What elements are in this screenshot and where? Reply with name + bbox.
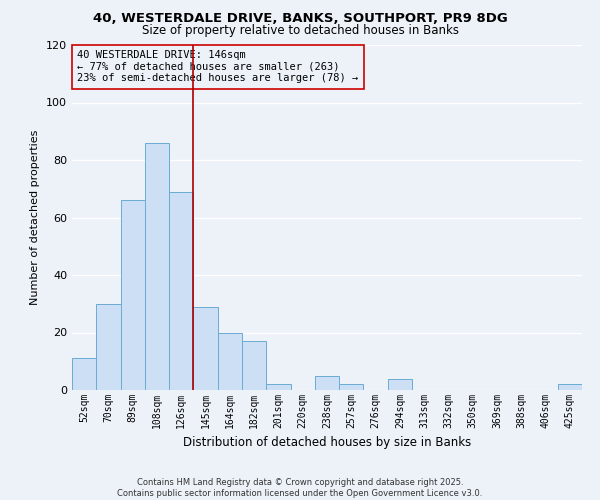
Bar <box>72 358 96 390</box>
Text: Contains HM Land Registry data © Crown copyright and database right 2025.
Contai: Contains HM Land Registry data © Crown c… <box>118 478 482 498</box>
Bar <box>121 200 145 390</box>
Bar <box>558 384 582 390</box>
Bar <box>169 192 193 390</box>
Bar <box>193 306 218 390</box>
Text: 40 WESTERDALE DRIVE: 146sqm
← 77% of detached houses are smaller (263)
23% of se: 40 WESTERDALE DRIVE: 146sqm ← 77% of det… <box>77 50 358 84</box>
Text: 40, WESTERDALE DRIVE, BANKS, SOUTHPORT, PR9 8DG: 40, WESTERDALE DRIVE, BANKS, SOUTHPORT, … <box>92 12 508 26</box>
Text: Size of property relative to detached houses in Banks: Size of property relative to detached ho… <box>142 24 458 37</box>
Bar <box>315 376 339 390</box>
X-axis label: Distribution of detached houses by size in Banks: Distribution of detached houses by size … <box>183 436 471 450</box>
Bar <box>242 341 266 390</box>
Bar <box>96 304 121 390</box>
Bar <box>266 384 290 390</box>
Bar <box>145 143 169 390</box>
Bar <box>339 384 364 390</box>
Bar <box>218 332 242 390</box>
Y-axis label: Number of detached properties: Number of detached properties <box>31 130 40 305</box>
Bar <box>388 378 412 390</box>
